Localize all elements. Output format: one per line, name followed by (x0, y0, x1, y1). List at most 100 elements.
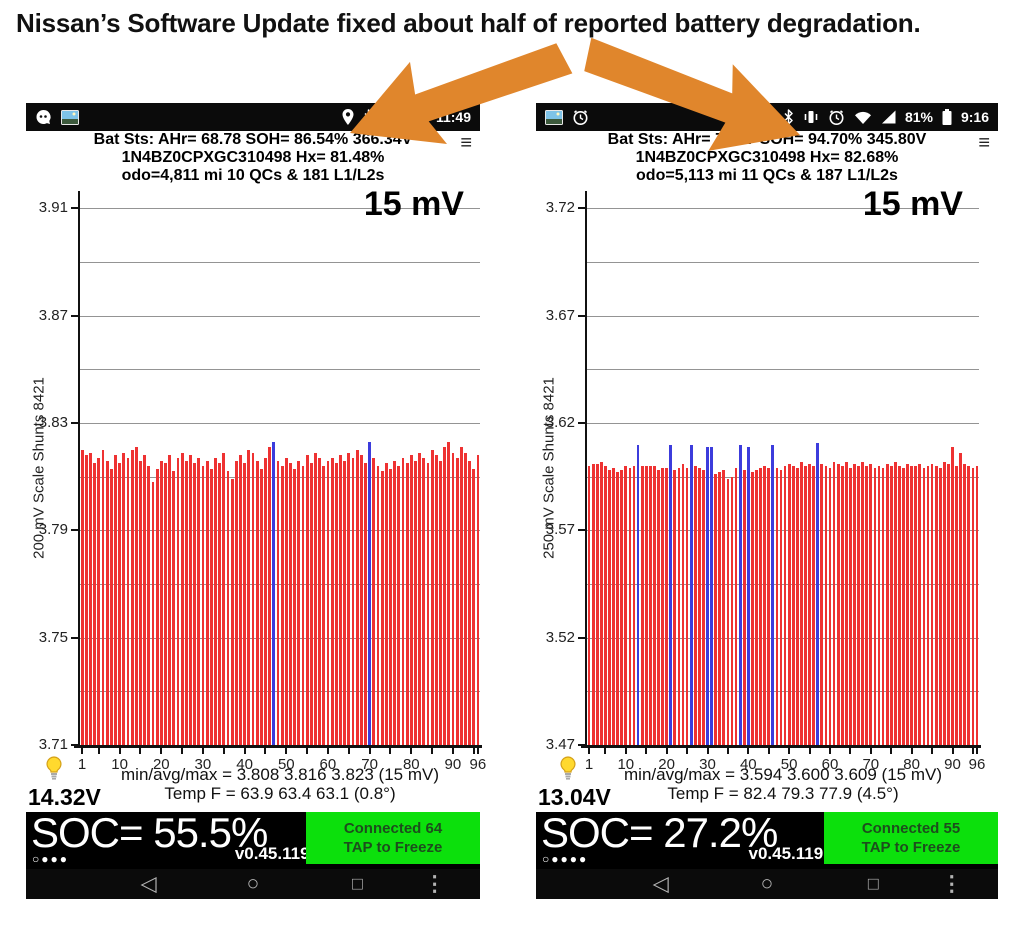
aux-battery-voltage: 13.04V (538, 784, 611, 810)
cell-voltage-bar (326, 460, 330, 745)
nav-recents-icon[interactable]: □ (867, 873, 879, 894)
gridline (587, 369, 979, 371)
y-axis-tick-label: 3.91 (38, 199, 68, 217)
x-axis (74, 745, 482, 748)
nav-home-icon[interactable]: ○ (760, 872, 774, 895)
x-axis-tick (118, 748, 121, 754)
cell-voltage-bar (409, 455, 413, 745)
cell-voltage-bar (472, 468, 476, 745)
nav-overflow-icon[interactable]: ⋮ (941, 872, 963, 896)
cell-voltage-bar (447, 441, 451, 745)
cell-voltage-bar (836, 463, 840, 745)
cell-voltage-bar (222, 452, 226, 745)
x-axis-tick (829, 748, 831, 754)
cell-voltage-bar (351, 457, 355, 745)
cell-voltage-bar (648, 465, 652, 745)
menu-button[interactable]: ≡ (978, 132, 990, 154)
x-axis-tick (97, 748, 100, 754)
cell-voltage-bar (418, 452, 422, 745)
connect-hint: TAP to Freeze (343, 839, 443, 856)
cell-voltage-bar (426, 463, 430, 745)
cell-voltage-bar (620, 470, 624, 745)
nav-overflow-icon[interactable]: ⋮ (424, 872, 446, 896)
temp-line: Temp F = 82.4 79.3 77.9 (4.5°) (667, 784, 899, 803)
cell-voltage-bar (938, 468, 942, 745)
nav-home-icon[interactable]: ○ (246, 872, 260, 895)
x-axis-tick-label: 1 (77, 756, 87, 773)
cell-voltage-bar (105, 460, 109, 745)
y-axis-tick-label: 3.72 (545, 199, 575, 217)
scale-overlay-label: 15 mV (363, 185, 464, 223)
x-axis-tick (222, 748, 225, 754)
cell-voltage-bar (722, 470, 726, 745)
cell-voltage-bar (922, 468, 926, 745)
cell-voltage-bar (849, 468, 852, 745)
cell-voltage-bar (109, 468, 113, 745)
nav-recents-icon[interactable]: □ (351, 873, 363, 894)
cell-voltage-bar (372, 457, 376, 745)
chat-icon (36, 109, 51, 124)
cell-voltage-bar (934, 465, 938, 745)
connect-button[interactable]: Connected 55 TAP to Freeze (824, 812, 998, 864)
cell-voltage-bar (414, 460, 417, 745)
cell-voltage-bar (604, 465, 607, 745)
cell-voltage-bar (612, 468, 615, 745)
cell-voltage-bar (812, 465, 816, 745)
x-axis-tick (201, 748, 204, 754)
headlight-bulb-icon[interactable] (556, 755, 580, 782)
cell-voltage-bar (143, 455, 147, 745)
nav-back-icon[interactable]: ◁ (652, 872, 669, 896)
packet-indicator: ○●●●● (542, 852, 589, 866)
shunt-bar (771, 444, 775, 745)
cell-voltage-bar (189, 455, 192, 745)
aux-battery-voltage: 14.32V (28, 784, 101, 810)
x-axis-tick-label: 40 (236, 756, 253, 773)
y-axis-tick-label: 3.79 (38, 521, 68, 539)
x-axis-tick (706, 748, 709, 754)
cell-voltage-bar (624, 465, 628, 745)
cell-voltage-bar (443, 447, 447, 745)
connect-status: Connected 55 (861, 820, 961, 837)
x-axis-tick (139, 748, 142, 754)
y-axis-tick (71, 422, 79, 425)
cell-voltage-bar (693, 465, 697, 745)
x-axis-tick (347, 748, 350, 754)
cell-voltage-bar (134, 447, 138, 745)
headlight-bulb-icon[interactable] (42, 755, 66, 782)
vin-line: 1N4BZ0CPXGC310498 Hx= 81.48% (121, 149, 385, 166)
cell-voltage-bar (653, 465, 656, 745)
cell-voltage-bar (775, 468, 779, 745)
cell-voltage-bar (422, 457, 426, 745)
cell-voltage-bar (677, 468, 681, 745)
cell-voltage-bar (914, 465, 918, 745)
cell-voltage-bar (898, 465, 901, 745)
cell-voltage-bar (632, 465, 636, 745)
cell-voltage-bar (963, 463, 967, 745)
x-axis-tick (645, 748, 648, 754)
x-axis-tick (285, 748, 288, 754)
connect-button[interactable]: Connected 64 TAP to Freeze (306, 812, 480, 864)
x-axis-tick (264, 748, 267, 754)
cell-voltage-bar (783, 465, 787, 745)
cell-voltage-bar (787, 463, 791, 745)
odo-line: odo=4,811 mi 10 QCs & 181 L1/L2s (121, 167, 385, 184)
cell-voltage-bar (393, 460, 397, 745)
x-axis-tick (726, 748, 729, 754)
cell-voltage-bar (159, 460, 163, 745)
cell-voltage-bar (759, 468, 762, 745)
cell-voltage-bar (151, 482, 155, 745)
cell-voltage-bar (840, 465, 844, 745)
alarm-clock-icon (829, 109, 844, 125)
cell-voltage-bar (902, 468, 905, 745)
cell-voltage-bar (297, 460, 301, 745)
x-axis-tick (971, 748, 974, 754)
cell-voltage-bar (126, 457, 130, 745)
cell-voltage-bar (657, 470, 660, 745)
y-axis-tick (578, 529, 586, 532)
nav-back-icon[interactable]: ◁ (140, 872, 157, 896)
gridline (587, 530, 979, 532)
cell-voltage-bar (951, 446, 954, 745)
x-axis-tick (931, 748, 933, 754)
cell-voltage-bar (730, 476, 734, 745)
